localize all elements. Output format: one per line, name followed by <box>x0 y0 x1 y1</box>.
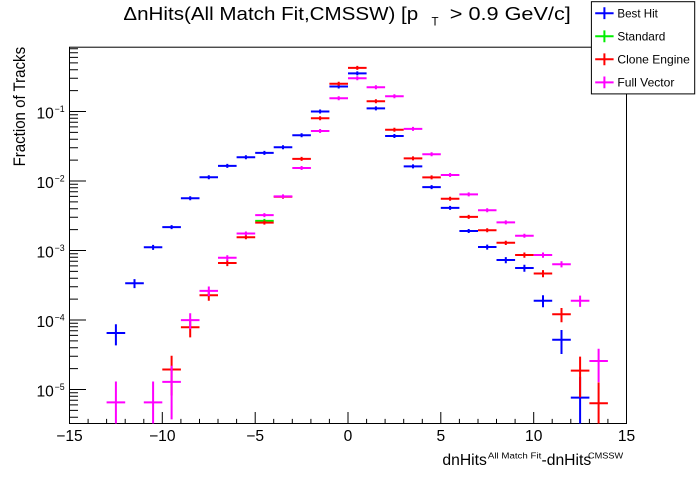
svg-text:0: 0 <box>344 428 353 445</box>
svg-text:−2: −2 <box>55 174 65 184</box>
svg-text:dnHits: dnHits <box>442 452 487 469</box>
svg-text:> 0.9 GeV/c]: > 0.9 GeV/c] <box>450 3 571 24</box>
svg-text:10: 10 <box>36 106 54 123</box>
svg-text:10: 10 <box>36 245 54 262</box>
svg-text:Full Vector: Full Vector <box>617 76 674 90</box>
svg-text:10: 10 <box>36 175 54 192</box>
svg-text:−15: −15 <box>56 428 83 445</box>
svg-text:-dnHits: -dnHits <box>542 452 592 469</box>
svg-text:Standard: Standard <box>617 29 665 43</box>
svg-text:All Match Fit: All Match Fit <box>488 450 542 460</box>
svg-text:−1: −1 <box>55 104 65 114</box>
svg-text:10: 10 <box>36 314 54 331</box>
svg-text:CMSSW: CMSSW <box>588 450 624 460</box>
svg-text:−5: −5 <box>246 428 264 445</box>
svg-text:−10: −10 <box>149 428 176 445</box>
svg-text:15: 15 <box>618 428 636 445</box>
svg-text:5: 5 <box>436 428 445 445</box>
svg-text:T: T <box>432 17 439 29</box>
svg-text:10: 10 <box>525 428 543 445</box>
svg-text:Clone Engine: Clone Engine <box>617 52 690 66</box>
svg-text:−3: −3 <box>55 243 65 253</box>
svg-text:ΔnHits(All Match Fit,CMSSW) [p: ΔnHits(All Match Fit,CMSSW) [p <box>123 3 418 24</box>
svg-text:Fraction of Tracks: Fraction of Tracks <box>11 47 29 167</box>
svg-text:−5: −5 <box>55 382 65 392</box>
svg-text:−4: −4 <box>55 313 65 323</box>
svg-text:Best Hit: Best Hit <box>617 6 658 20</box>
svg-text:10: 10 <box>36 384 54 401</box>
